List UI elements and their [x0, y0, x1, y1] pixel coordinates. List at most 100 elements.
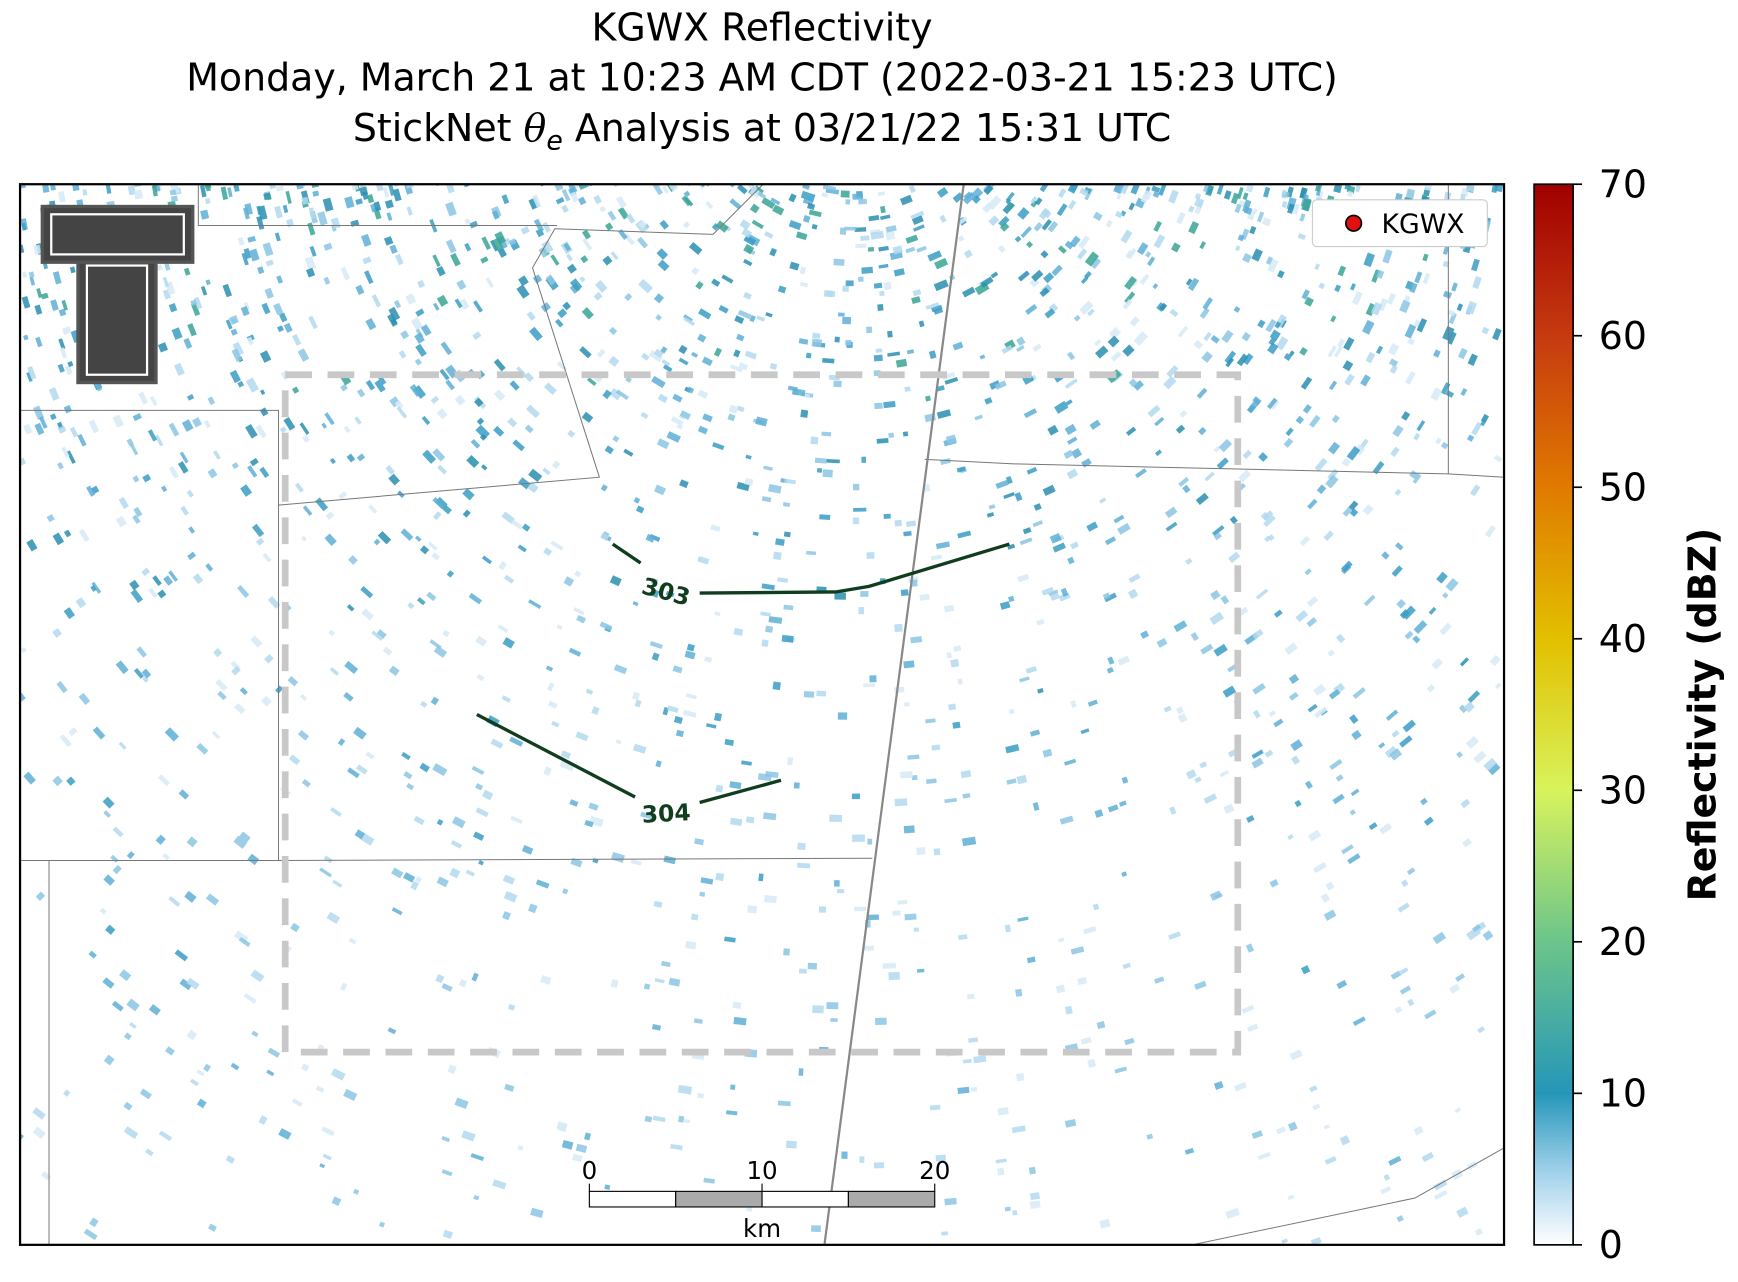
- echo: [191, 417, 202, 428]
- echo: [169, 189, 177, 196]
- echo: [330, 807, 342, 817]
- echo: [729, 198, 742, 210]
- scale-unit: km: [743, 1214, 781, 1243]
- echo: [1309, 414, 1321, 428]
- echo: [1127, 588, 1139, 600]
- echo: [741, 228, 753, 239]
- echo: [1424, 1009, 1437, 1020]
- echo: [797, 862, 811, 869]
- echo: [1335, 633, 1346, 644]
- echo: [1001, 344, 1013, 354]
- echo: [738, 362, 749, 371]
- echo: [657, 393, 669, 404]
- echo: [1372, 461, 1385, 475]
- echo: [1066, 468, 1079, 480]
- echo: [1241, 331, 1251, 342]
- echo: [1287, 1121, 1298, 1132]
- echo: [301, 779, 311, 788]
- echo: [649, 640, 663, 650]
- echo: [247, 235, 256, 243]
- scale-tick-label: 20: [919, 1156, 950, 1185]
- echo: [736, 333, 745, 342]
- echo: [833, 258, 845, 266]
- echo: [1447, 309, 1456, 317]
- echo: [355, 198, 363, 206]
- echo: [1188, 205, 1195, 213]
- echo: [545, 274, 556, 286]
- echo: [826, 290, 836, 298]
- echo: [1267, 342, 1279, 355]
- echo: [1070, 946, 1085, 955]
- echo: [575, 731, 589, 742]
- echo: [1178, 477, 1190, 487]
- echo: [1379, 822, 1393, 835]
- echo: [1381, 551, 1390, 560]
- echo: [57, 363, 65, 373]
- echo: [502, 637, 515, 649]
- echo: [1449, 983, 1461, 994]
- echo: [52, 271, 62, 285]
- echo: [354, 416, 362, 425]
- echo: [267, 1047, 281, 1058]
- echo: [403, 771, 413, 780]
- echo: [958, 216, 968, 225]
- echo: [950, 658, 960, 668]
- echo: [46, 514, 55, 523]
- echo: [432, 302, 440, 311]
- echo: [879, 290, 885, 297]
- echo: [783, 604, 794, 611]
- echo: [684, 196, 694, 207]
- echo: [952, 341, 964, 351]
- echo: [918, 320, 925, 328]
- echo: [632, 743, 647, 754]
- echo: [1152, 283, 1159, 290]
- echo: [1273, 609, 1283, 618]
- echo: [952, 192, 964, 203]
- echo: [596, 348, 606, 358]
- echo: [243, 993, 257, 1004]
- echo: [769, 247, 778, 257]
- echo: [783, 531, 791, 538]
- echo: [187, 323, 197, 337]
- echo: [1026, 956, 1036, 964]
- echo: [1365, 351, 1376, 364]
- echo: [1228, 551, 1241, 564]
- echo: [507, 417, 518, 428]
- echo: [123, 1101, 133, 1111]
- echo: [562, 888, 569, 895]
- echo: [879, 205, 886, 214]
- echo: [1380, 1186, 1392, 1195]
- echo: [1363, 252, 1375, 268]
- echo: [142, 473, 152, 483]
- echo: [660, 346, 668, 354]
- echo: [806, 550, 817, 556]
- echo: [1025, 304, 1038, 315]
- echo: [407, 602, 415, 610]
- echo: [834, 336, 840, 343]
- echo: [551, 460, 561, 470]
- echo: [733, 627, 744, 637]
- echo: [1409, 282, 1418, 294]
- echo: [415, 535, 422, 542]
- echo: [164, 727, 180, 742]
- echo: [1083, 186, 1092, 195]
- echo: [196, 1069, 205, 1077]
- echo: [102, 977, 115, 989]
- echo: [1423, 816, 1434, 826]
- echo: [1230, 192, 1240, 205]
- echo: [419, 762, 430, 773]
- echo: [1166, 365, 1179, 378]
- echo: [1153, 234, 1166, 249]
- echo: [267, 596, 281, 609]
- echo: [504, 574, 515, 584]
- echo: [454, 394, 466, 406]
- echo: [1404, 630, 1414, 640]
- echo: [995, 479, 1009, 489]
- echo: [59, 347, 68, 359]
- echo: [963, 249, 973, 259]
- echo: [812, 1005, 824, 1014]
- echo: [741, 760, 752, 766]
- echo: [437, 464, 448, 475]
- echo: [732, 1001, 742, 1009]
- echo: [1168, 931, 1181, 940]
